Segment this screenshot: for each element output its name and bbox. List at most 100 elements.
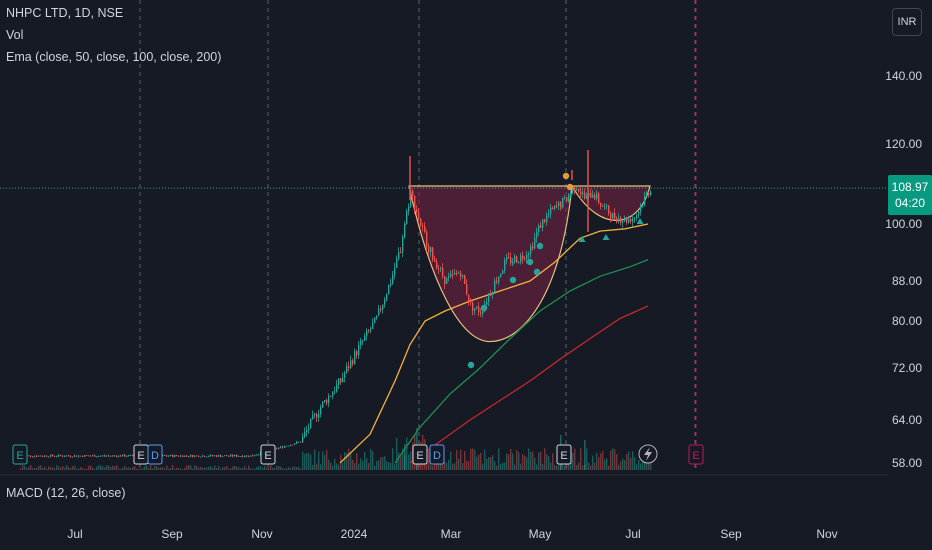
candle-body [246, 455, 248, 457]
volume-bar [482, 463, 484, 470]
volume-bar [184, 467, 186, 470]
earnings-badge[interactable]: E [556, 444, 572, 465]
time-tick-label: Jul [625, 527, 640, 541]
candle-body [446, 277, 448, 284]
volume-bar [132, 466, 134, 470]
volume-bar [192, 468, 194, 470]
candle-body [56, 456, 58, 458]
volume-bar [152, 468, 154, 470]
candle-body [468, 294, 470, 302]
symbol-legend[interactable]: NHPC LTD, 1D, NSE [6, 6, 124, 20]
candle-body [352, 360, 354, 364]
volume-bar [226, 465, 228, 470]
badge-label: D [151, 450, 159, 462]
volume-bar [42, 468, 44, 470]
earnings-badge[interactable]: E [133, 444, 149, 465]
future-earnings-badge[interactable]: E [688, 444, 704, 465]
volume-spike [584, 440, 586, 470]
volume-bar [212, 467, 214, 470]
signal-markers [467, 172, 644, 369]
dividend-badge[interactable]: D [147, 444, 163, 465]
volume-bar [450, 451, 452, 470]
candle-body [576, 189, 578, 191]
volume-bar [220, 468, 222, 470]
candle-body [494, 280, 496, 293]
lightning-icon[interactable] [638, 444, 658, 464]
candle-body [46, 455, 48, 457]
candle-body [364, 336, 366, 341]
volume-bar [86, 468, 88, 470]
ema-legend[interactable]: Ema (close, 50, close, 100, close, 200) [6, 50, 222, 64]
candle-body [314, 413, 316, 416]
candle-body [62, 455, 64, 457]
candle-body [438, 268, 440, 270]
volume-bar [274, 468, 276, 470]
candle-body [90, 455, 92, 457]
volume-bar [62, 466, 64, 470]
volume-bar [508, 454, 510, 470]
volume-bar [430, 464, 432, 470]
orange-signal-dot [562, 172, 570, 180]
candle-body [472, 302, 474, 311]
candle-body [216, 455, 218, 457]
candle-body [230, 454, 232, 456]
volume-bar [172, 465, 174, 470]
volume-bar [166, 465, 168, 470]
price-tick-label: 58.00 [892, 456, 922, 470]
volume-bar [540, 451, 542, 470]
volume-bar [256, 467, 258, 470]
volume-bar [268, 467, 270, 470]
earnings-badge[interactable]: E [412, 444, 428, 465]
volume-bar [158, 467, 160, 470]
volume-legend[interactable]: Vol [6, 28, 24, 42]
volume-bar [464, 451, 466, 470]
volume-bar [610, 450, 612, 470]
price-tick-label: 72.00 [892, 361, 922, 375]
candle-body [592, 194, 594, 198]
dividend-badge[interactable]: D [429, 444, 445, 465]
candle-body [552, 207, 554, 209]
candle-body [312, 415, 314, 419]
volume-bar [472, 448, 474, 470]
volume-bar [582, 465, 584, 470]
volume-bar [38, 465, 40, 470]
volume-bar [334, 458, 336, 470]
badge-frame [429, 444, 445, 465]
volume-bar [626, 454, 628, 470]
volume-bar [52, 467, 54, 470]
volume-bar [228, 468, 230, 470]
candle-body [48, 456, 50, 458]
volume-bar [312, 464, 314, 470]
candle-body [116, 455, 118, 457]
earnings-badge[interactable]: E [260, 444, 276, 465]
volume-bar [310, 454, 312, 470]
ema-200-line [409, 305, 649, 464]
candle-body [506, 257, 508, 261]
earnings-badge[interactable]: E [12, 444, 28, 465]
candle-body [594, 194, 596, 199]
currency-button[interactable]: INR [892, 8, 922, 36]
volume-bar [22, 465, 24, 470]
volume-bar [544, 448, 546, 470]
volume-bar [592, 455, 594, 470]
macd-legend[interactable]: MACD (12, 26, close) [6, 486, 126, 500]
grid [139, 0, 696, 470]
candle-body [220, 455, 222, 457]
volume-bar [354, 463, 356, 470]
candle-body [430, 247, 432, 253]
volume-bar [614, 449, 616, 470]
candle-body [28, 455, 30, 457]
volume-bar [202, 467, 204, 470]
time-tick-label: Nov [816, 527, 837, 541]
volume-bar [108, 465, 110, 470]
candle-body [456, 272, 458, 274]
volume-bar [604, 459, 606, 470]
volume-bar [346, 452, 348, 470]
candle-body [442, 267, 444, 277]
candle-body [192, 455, 194, 457]
volume-bar [162, 466, 164, 470]
candle-body [228, 455, 230, 457]
candle-body [520, 255, 522, 262]
candle-body [408, 206, 410, 212]
